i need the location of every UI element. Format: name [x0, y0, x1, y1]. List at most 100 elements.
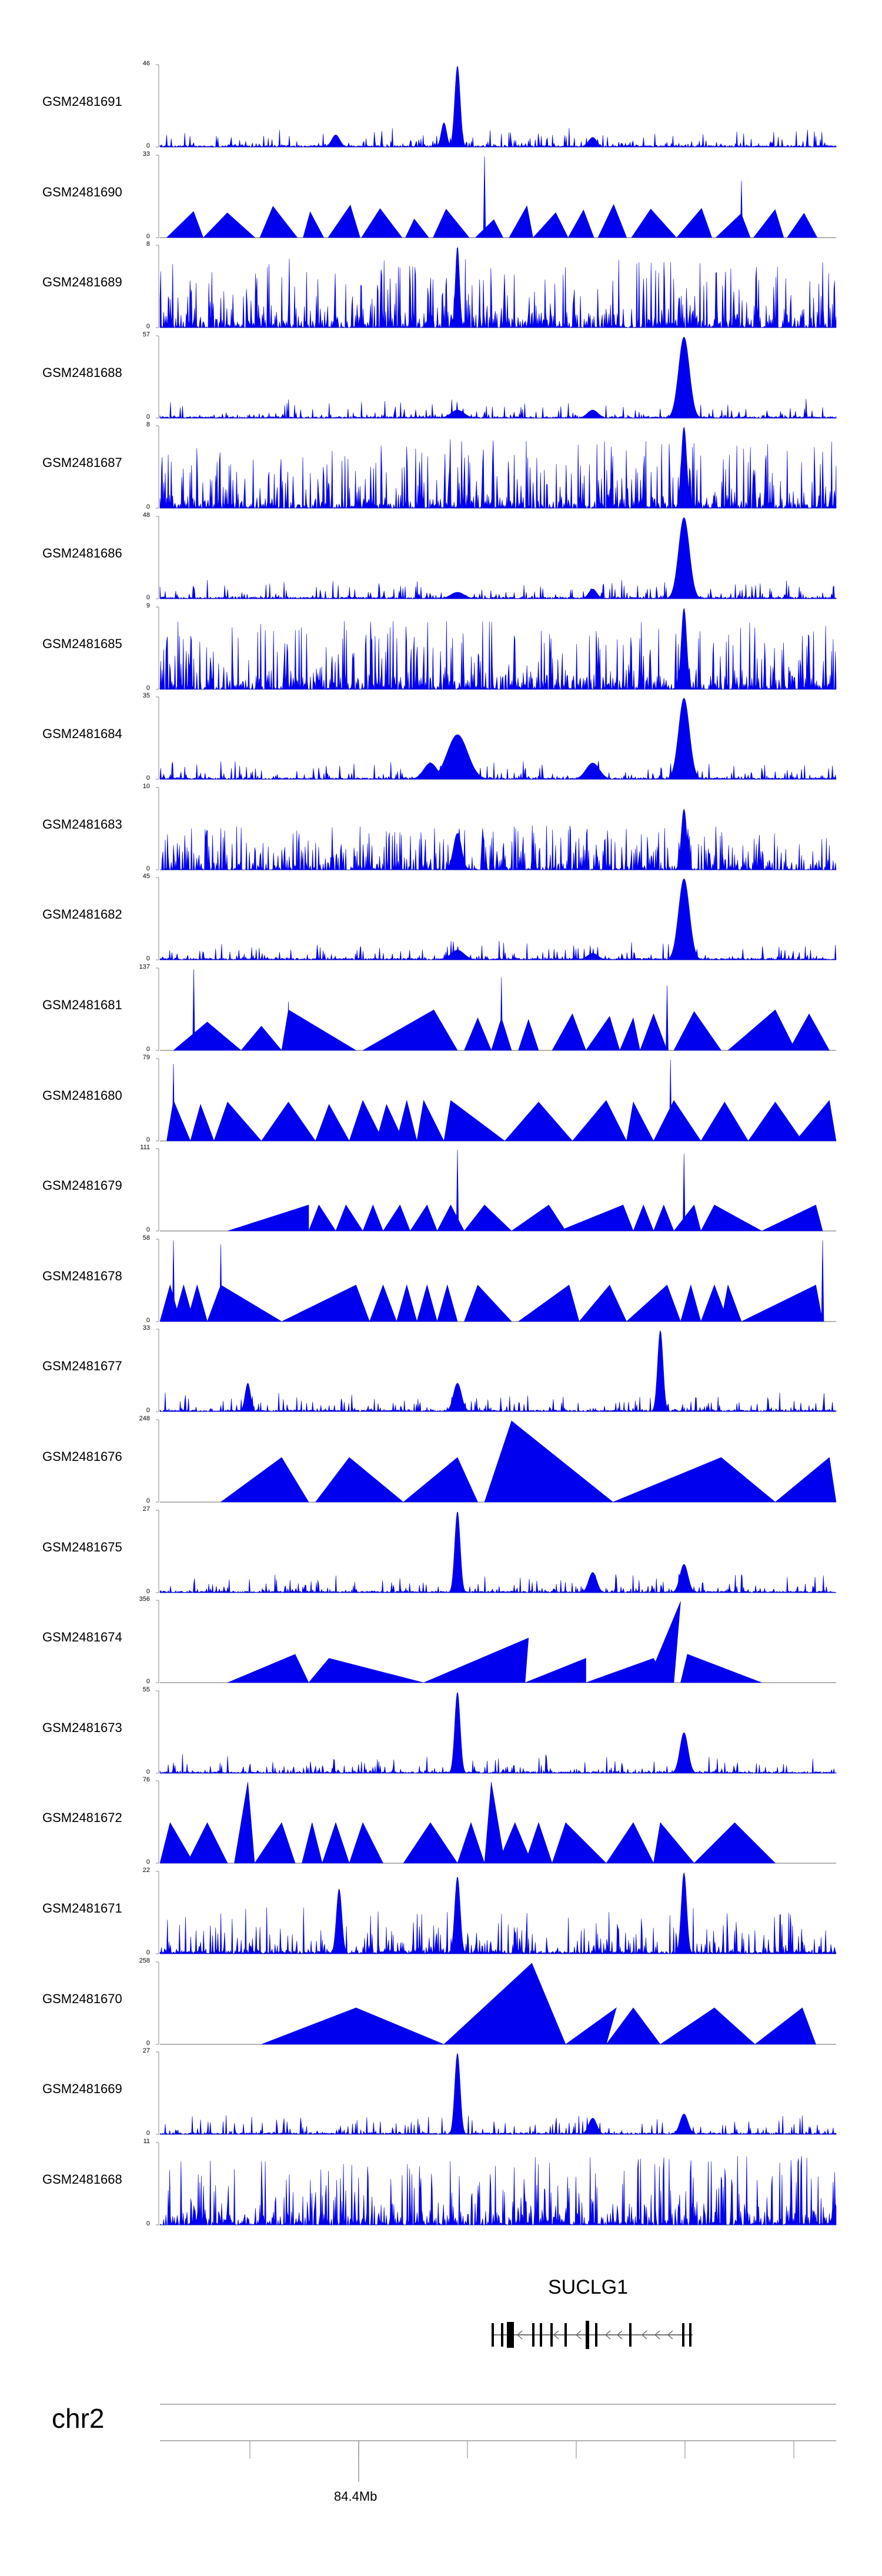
y-max-label: 33: [142, 1324, 150, 1332]
strand-arrow-icon: [553, 2330, 559, 2340]
gene-exon: [629, 2323, 632, 2347]
y-max-label: 137: [139, 963, 150, 970]
signal-area: [227, 1150, 823, 1232]
track-plot: [156, 1148, 836, 1232]
signal-area: [159, 1692, 837, 1774]
track-gsm2481688: GSM2481688 57 0: [0, 331, 882, 424]
y-min-label: 0: [146, 1678, 150, 1686]
y-min-label: 0: [146, 1949, 150, 1956]
track-gsm2481678: GSM2481678 58 0: [0, 1234, 882, 1327]
y-max-label: 8: [146, 421, 150, 429]
gene-exon: [540, 2323, 542, 2347]
signal-area: [159, 608, 837, 690]
track-label: GSM2481686: [42, 546, 122, 560]
y-min-label: 0: [146, 1226, 150, 1234]
y-max-label: 111: [140, 1144, 150, 1152]
gene-exon: [564, 2323, 567, 2347]
gene-exon: [550, 2323, 553, 2347]
y-min-label: 0: [146, 1046, 150, 1053]
signal-area: [159, 336, 837, 419]
gene-name: SUCLG1: [548, 2276, 629, 2298]
track-gsm2481684: GSM2481684 35 0: [0, 692, 882, 785]
axis-lines: [160, 2404, 836, 2482]
track-gsm2481673: GSM2481673 55 0: [0, 1686, 882, 1779]
strand-arrow-icon: [641, 2330, 647, 2340]
y-max-label: 248: [139, 1415, 150, 1422]
track-plot: [156, 696, 837, 780]
y-min-label: 0: [146, 323, 150, 331]
track-plot: [156, 606, 837, 690]
signal-area: [159, 1330, 837, 1413]
track-gsm2481671: GSM2481671 22 0: [0, 1867, 882, 1960]
strand-arrow-icon: [654, 2330, 660, 2340]
strand-arrow-icon: [667, 2330, 673, 2340]
strand-arrow-icon: [616, 2330, 623, 2340]
y-min-label: 0: [146, 1136, 150, 1143]
track-gsm2481679: GSM2481679 111 0: [0, 1144, 882, 1237]
y-min-label: 0: [146, 955, 150, 963]
y-max-label: 35: [142, 692, 150, 700]
track-gsm2481690: GSM2481690 33 0: [0, 151, 882, 243]
y-min-label: 0: [146, 1316, 150, 1324]
y-max-label: 22: [142, 1867, 150, 1874]
track-label: GSM2481679: [42, 1178, 122, 1193]
track-label: GSM2481677: [42, 1359, 122, 1374]
y-min-label: 0: [146, 1768, 150, 1776]
signal-area: [173, 969, 830, 1051]
track-label: GSM2481684: [42, 726, 122, 742]
signal-area: [159, 247, 837, 329]
track-plot: [156, 516, 837, 599]
y-max-label: 9: [146, 602, 150, 609]
y-max-label: 57: [142, 331, 150, 338]
y-min-label: 0: [146, 1407, 150, 1414]
y-min-label: 0: [146, 2039, 150, 2047]
track-gsm2481680: GSM2481680 79 0: [0, 1054, 882, 1147]
signal-area: [159, 1782, 776, 1864]
track-gsm2481670: GSM2481670 258 0: [0, 1957, 882, 2050]
track-plot: [156, 335, 837, 419]
track-gsm2481668: GSM2481668 11 0: [0, 2138, 882, 2231]
track-plot: [156, 1961, 836, 2045]
track-gsm2481681: GSM2481681 137 0: [0, 963, 882, 1056]
y-min-label: 0: [146, 1587, 150, 1595]
track-gsm2481677: GSM2481677 33 0: [0, 1324, 882, 1417]
track-label: GSM2481669: [42, 2081, 122, 2097]
track-label: GSM2481670: [42, 1991, 122, 2006]
track-label: GSM2481687: [42, 455, 122, 471]
y-min-label: 0: [146, 775, 150, 782]
track-plot: [156, 64, 837, 148]
signal-area: [227, 1601, 762, 1683]
y-min-label: 0: [146, 1858, 150, 1866]
track-gsm2481676: GSM2481676 248 0: [0, 1415, 882, 1508]
y-max-label: 27: [142, 1505, 150, 1513]
y-max-label: 10: [142, 782, 150, 790]
gene-exon: [492, 2323, 494, 2347]
y-max-label: 258: [139, 1957, 150, 1964]
gene-model: [492, 2321, 693, 2349]
track-gsm2481687: GSM2481687 8 0: [0, 421, 882, 514]
signal-area: [159, 2155, 837, 2225]
track-gsm2481691: GSM2481691 46 0: [0, 60, 882, 153]
y-min-label: 0: [146, 1497, 150, 1504]
signal-area: [159, 879, 837, 961]
signal-area: [159, 698, 837, 780]
y-max-label: 48: [142, 512, 150, 519]
track-gsm2481682: GSM2481682 45 0: [0, 873, 882, 966]
track-plot: [156, 1600, 836, 1683]
y-max-label: 46: [142, 60, 150, 67]
y-max-label: 58: [142, 1234, 150, 1242]
gene-exon: [501, 2323, 503, 2347]
y-min-label: 0: [146, 865, 150, 872]
y-max-label: 79: [142, 1053, 150, 1061]
gene-exon: [586, 2321, 589, 2349]
y-min-label: 0: [146, 2220, 150, 2227]
track-label: GSM2481680: [42, 1087, 122, 1103]
strand-arrow-icon: [516, 2330, 523, 2340]
gene-exon: [507, 2322, 514, 2348]
track-gsm2481683: GSM2481683 10 0: [0, 783, 882, 876]
track-plot: [156, 1239, 836, 1322]
y-max-label: 27: [142, 2047, 150, 2055]
y-max-label: 45: [142, 873, 150, 880]
track-label: GSM2481676: [42, 1449, 122, 1464]
